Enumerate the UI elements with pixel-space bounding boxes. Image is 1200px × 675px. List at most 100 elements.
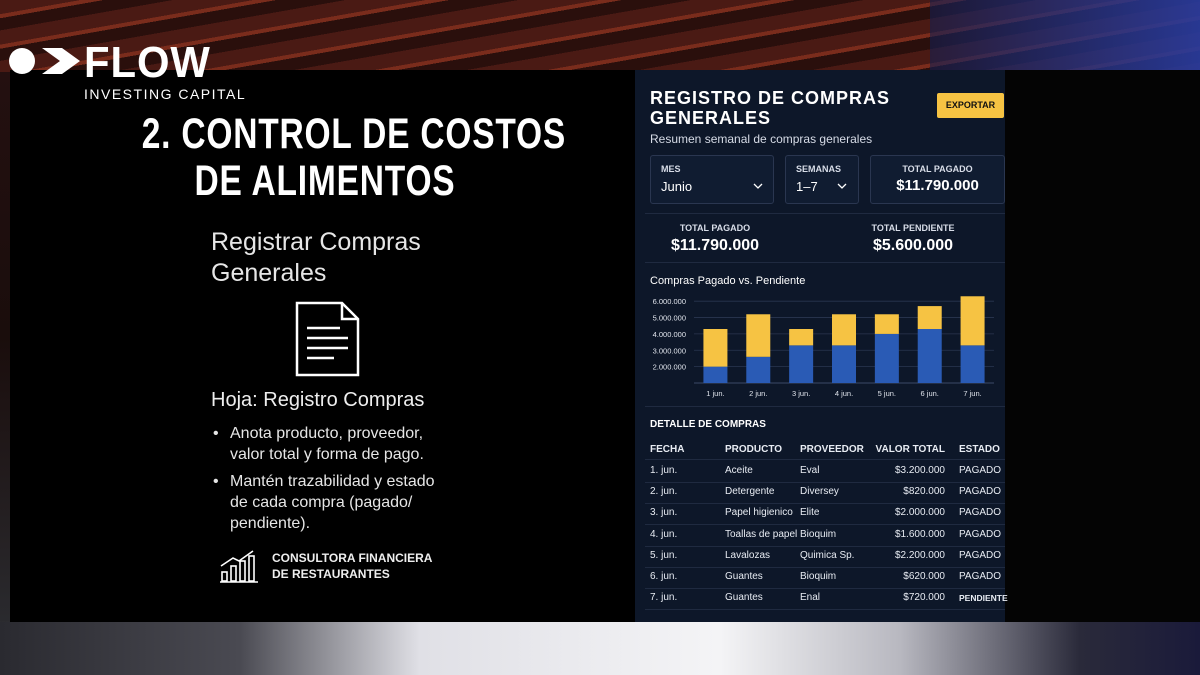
table-cell: Aceite — [725, 465, 753, 476]
footer-line: CONSULTORA FINANCIERA — [272, 551, 433, 565]
table-cell: Diversey — [800, 486, 839, 498]
table-cell: 6. jun. — [650, 571, 678, 582]
summary-value: $11.790.000 — [670, 237, 760, 254]
table-header: VALOR TOTAL — [875, 444, 945, 455]
background-photo — [0, 0, 1200, 72]
bar-segment — [960, 345, 985, 383]
slide-subtitle: Registrar Compras — [211, 228, 421, 256]
bar-segment — [746, 356, 771, 383]
bar-segment — [789, 345, 814, 383]
divider — [645, 406, 1005, 407]
bullet-line: pendiente). — [230, 515, 311, 532]
sheet-name: Hoja: Registro Compras — [211, 389, 425, 411]
table-cell: $820.000 — [903, 486, 945, 498]
bar-segment — [917, 306, 942, 329]
table-cell: $3.200.000 — [894, 465, 945, 476]
table-cell: PAGADO — [959, 486, 1002, 498]
table-cell: $2.000.000 — [894, 507, 945, 519]
footer-line: DE RESTAURANTES — [272, 567, 390, 581]
divider — [645, 524, 1005, 526]
total-box — [870, 155, 1005, 204]
chevron — [837, 183, 847, 189]
divider — [645, 459, 1005, 460]
month-select[interactable] — [650, 155, 774, 204]
table-cell: Eval — [800, 465, 820, 476]
x-tick-label: 2 jun. — [749, 389, 767, 398]
logo-tagline: INVESTING CAPITAL — [84, 86, 247, 102]
dashboard-subtitle: Resumen semanal de compras generales — [650, 132, 873, 146]
table-cell: Enal — [800, 592, 821, 604]
table-cell: PAGADO — [959, 549, 1002, 561]
divider — [645, 545, 1005, 547]
weeks-select[interactable] — [785, 155, 859, 204]
logo-mark — [9, 48, 80, 74]
table-cell: 2. jun. — [650, 486, 678, 498]
summary-label: TOTAL PAGADO — [679, 223, 751, 233]
filter-label: SEMANAS — [796, 164, 842, 174]
chevron — [753, 183, 763, 189]
export-button[interactable]: EXPORTAR — [937, 93, 1004, 118]
divider — [645, 566, 1005, 568]
y-tick-label: 5.000.000 — [653, 314, 686, 323]
bar-segment — [917, 329, 942, 383]
filter-label: MES — [661, 164, 681, 174]
table-header: PROVEEDOR — [800, 444, 864, 455]
background-photo — [0, 622, 1200, 675]
table-cell: Bioquim — [800, 571, 837, 582]
table-cell: 5. jun. — [650, 549, 678, 561]
bar-segment — [832, 314, 856, 346]
table-header: FECHA — [650, 444, 685, 455]
table-cell: Lavalozas — [725, 549, 771, 561]
x-tick-label: 4 jun. — [835, 389, 853, 398]
table-cell: $2.200.000 — [894, 549, 945, 561]
filter-value: Junio — [661, 179, 693, 194]
table-header: ESTADO — [959, 444, 1000, 455]
summary-label: TOTAL PENDIENTE — [871, 223, 955, 233]
table-cell: Papel higienico — [725, 507, 793, 519]
table-cell: Guantes — [725, 571, 763, 582]
bar-segment — [960, 296, 985, 346]
x-tick-label: 5 jun. — [878, 389, 896, 398]
table-cell: Elite — [800, 507, 820, 519]
table-cell: Quimica Sp. — [800, 549, 855, 561]
table-cell: PAGADO — [959, 507, 1002, 519]
table-cell: PENDIENTE — [959, 593, 1008, 604]
table-header: PRODUCTO — [725, 444, 783, 455]
growth-icon — [220, 550, 258, 583]
bar-segment — [746, 314, 771, 357]
table-cell: $720.000 — [903, 592, 945, 604]
table-cell: Guantes — [725, 592, 763, 604]
chart: 2.000.000 3.000.000 4.000.000 5.000.000 6.00… — [653, 296, 994, 398]
dashboard-title: REGISTRO DE COMPRAS — [650, 88, 891, 108]
bar-segment — [703, 329, 728, 367]
table-cell: $1.600.000 — [894, 528, 945, 540]
logo-brand: FLOW — [84, 38, 211, 87]
x-tick-label: 1 jun. — [706, 389, 724, 398]
bar-segment — [789, 329, 814, 346]
table-cell: Detergente — [725, 486, 775, 498]
right-panel — [1005, 70, 1200, 622]
filter-value: $11.790.000 — [896, 177, 979, 194]
bullet-dot: • — [213, 473, 219, 490]
bullet-dot: • — [213, 425, 219, 442]
divider — [645, 213, 1005, 214]
y-tick-label: 3.000.000 — [653, 346, 686, 355]
filter-label: TOTAL PAGADO — [902, 164, 973, 174]
divider — [645, 262, 1005, 263]
table-cell: Bioquim — [800, 528, 837, 540]
table-title: DETALLE DE COMPRAS — [650, 419, 766, 430]
x-tick-label: 6 jun. — [921, 389, 939, 398]
y-tick-label: 6.000.000 — [653, 297, 686, 306]
chart-title: Compras Pagado vs. Pendiente — [650, 275, 806, 287]
filter-value: 1–7 — [796, 179, 818, 194]
x-tick-label: 3 jun. — [792, 389, 810, 398]
bar-segment — [703, 366, 728, 383]
slide-title: DE ALIMENTOS — [194, 157, 456, 205]
bar-segment — [874, 333, 899, 383]
bullet-line: valor total y forma de pago. — [230, 446, 424, 463]
table-cell: $620.000 — [903, 571, 945, 582]
bullet-line: Mantén trazabilidad y estado — [230, 473, 435, 490]
divider — [645, 482, 1005, 483]
divider — [645, 609, 1005, 611]
